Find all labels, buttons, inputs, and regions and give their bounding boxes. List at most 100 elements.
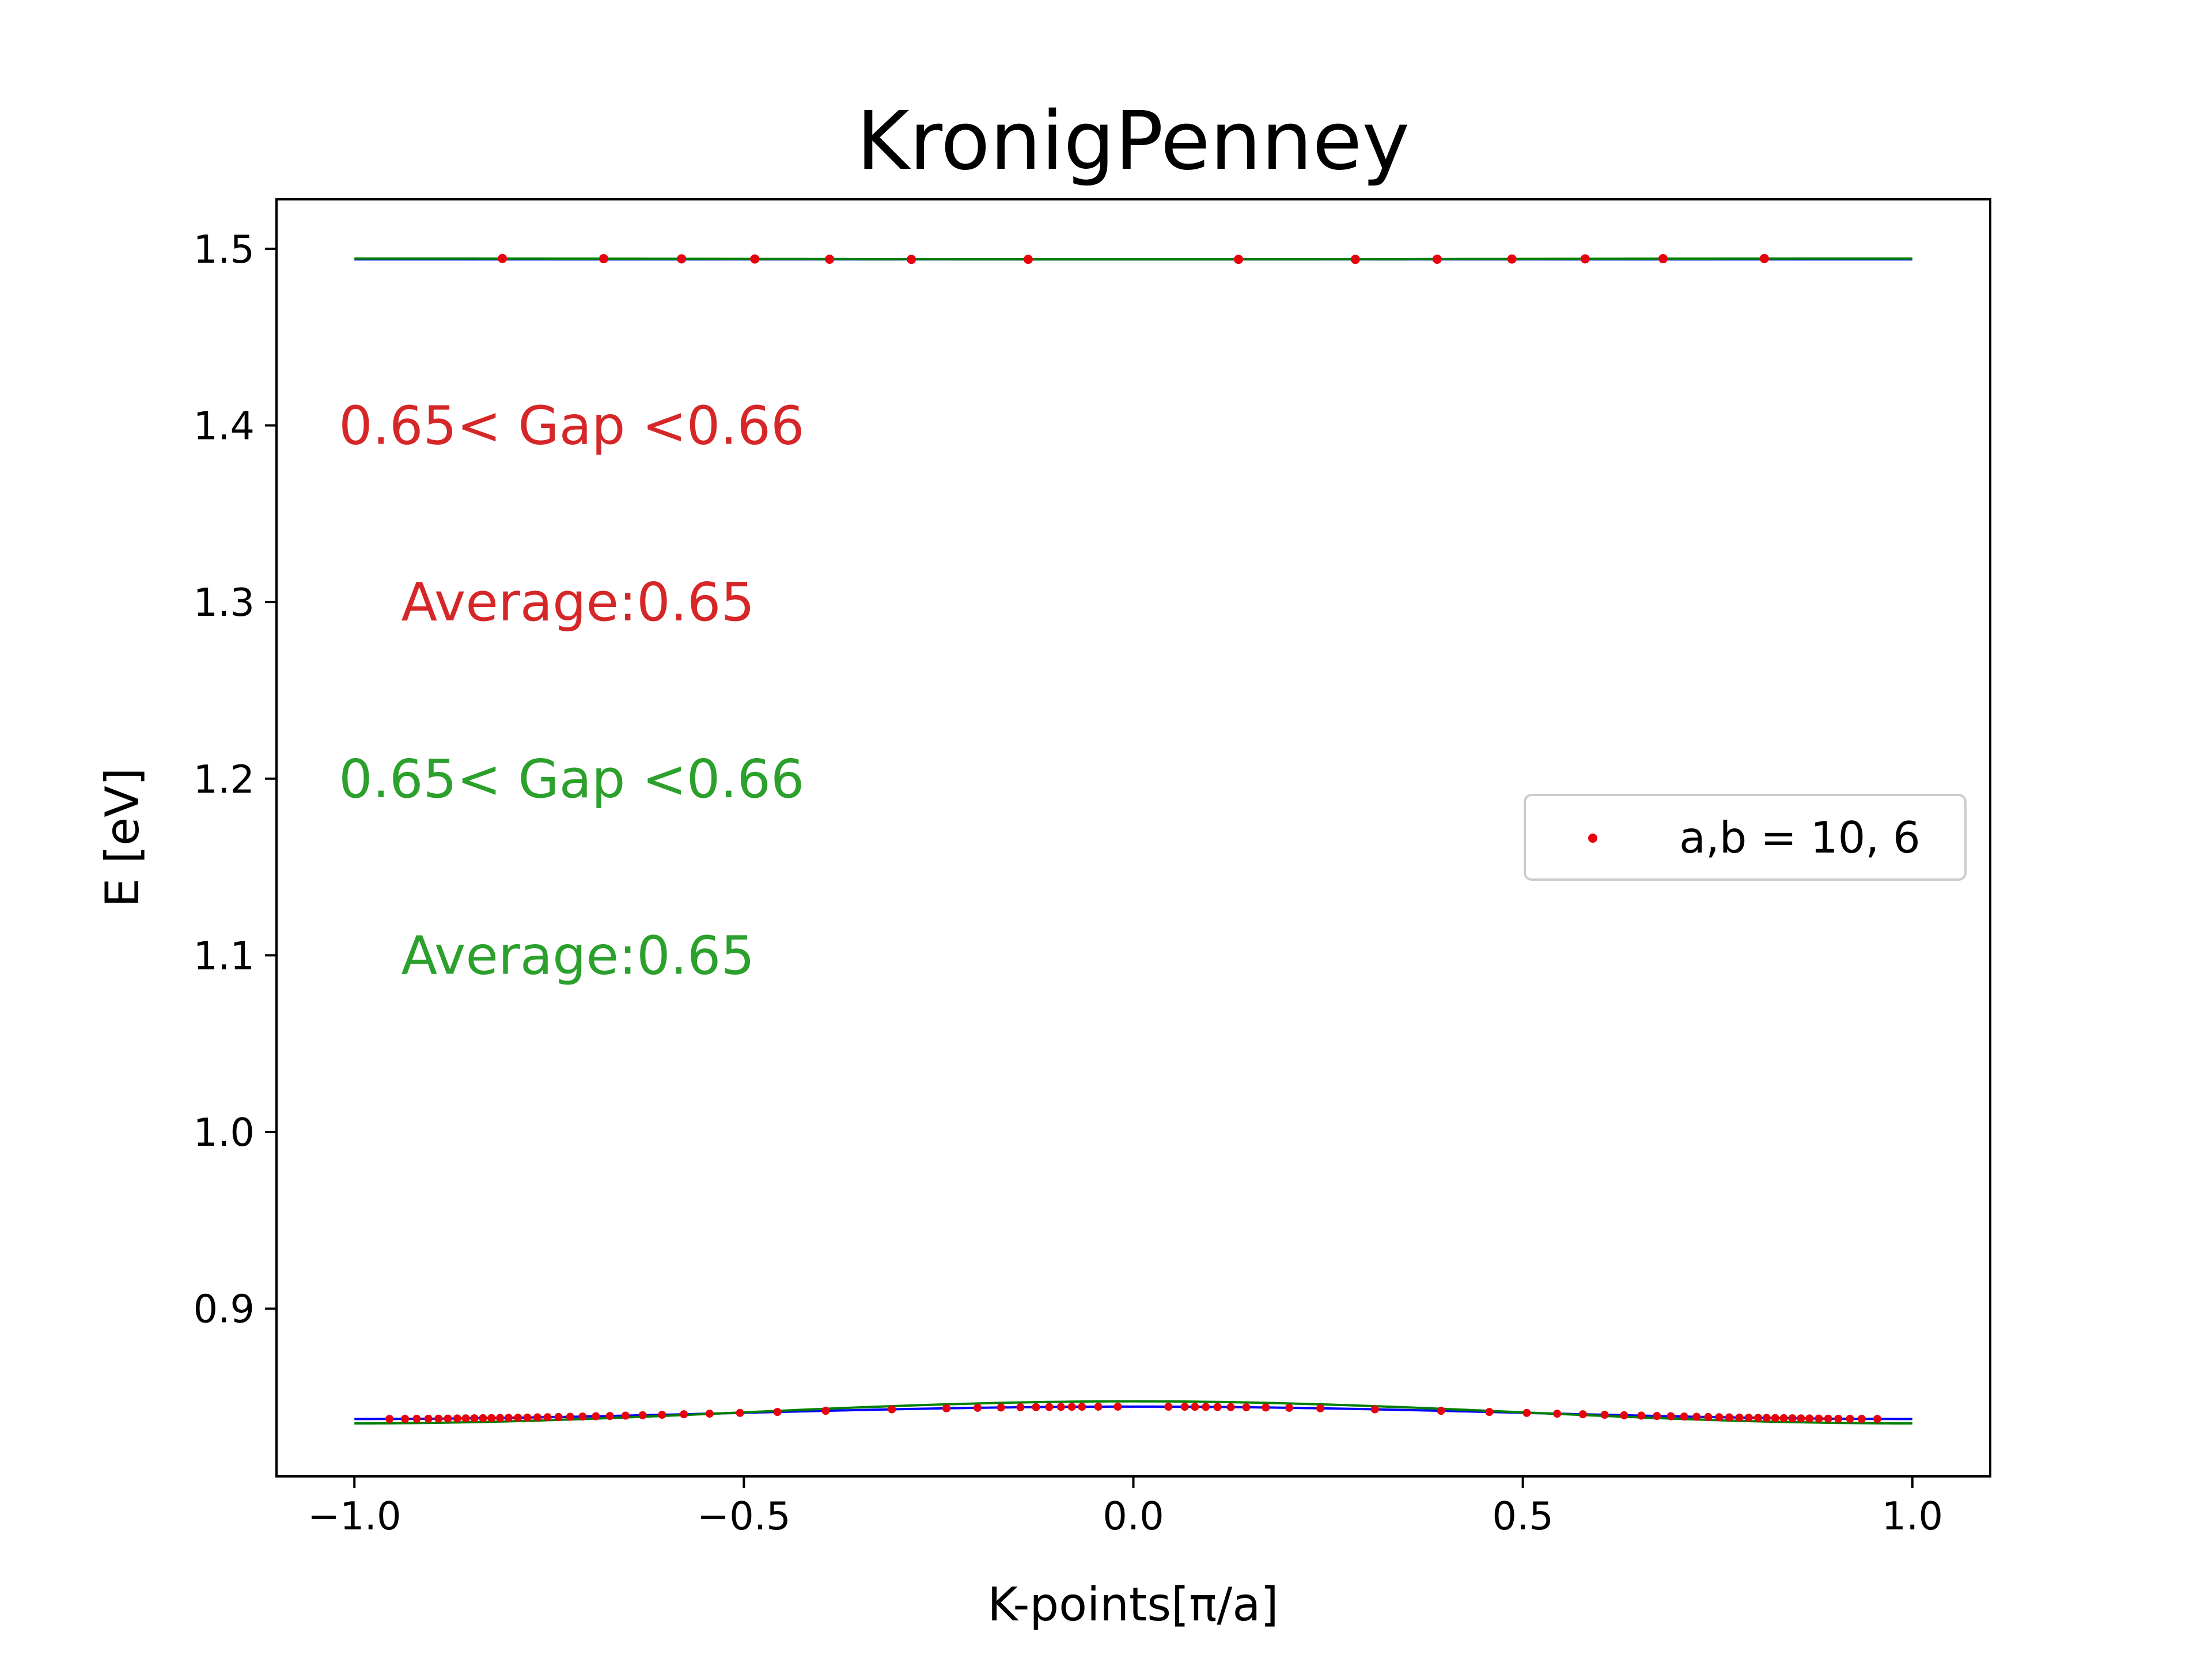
lower-band-point [1834,1414,1843,1423]
lower-band-point [1485,1408,1494,1416]
y-tick-label: 1.5 [193,227,255,272]
lower-band-point [401,1415,410,1423]
lower-band-point [479,1414,487,1422]
x-tick-label: −0.5 [697,1494,791,1539]
x-tick-label: −1.0 [308,1494,402,1539]
lower-band-point [1164,1402,1173,1411]
lower-band-point [888,1405,896,1414]
lower-band-point [1285,1403,1293,1412]
upper-band-point [599,254,608,264]
lower-band-point [1824,1414,1832,1423]
lower-band-point [1180,1403,1189,1411]
lower-band-point [1754,1414,1763,1422]
lower-band-point [658,1411,666,1419]
lower-band-point [1600,1411,1609,1419]
upper-band-point [498,253,507,263]
legend-marker [1588,834,1597,843]
lower-band-point [1725,1413,1733,1422]
lower-band-point [997,1403,1005,1412]
annotation-green: Average:0.65 [401,925,755,986]
lower-band-point [1704,1412,1713,1421]
lower-band-point [942,1404,950,1412]
upper-band-point [1658,254,1668,264]
upper-band-point [1350,255,1360,264]
points-layer [385,253,1881,1423]
green-upper-band-line [354,257,1912,261]
legend-label: a,b = 10, 6 [1679,812,1921,863]
lower-band-point [578,1412,587,1421]
lower-band-point [1762,1414,1771,1422]
upper-band-point [1234,255,1244,264]
x-tick-label: 0.0 [1103,1494,1164,1539]
lower-band-point [434,1414,443,1423]
x-axis: −1.0 −0.5 0.0 0.5 1.0 [308,1476,1943,1539]
lower-band-point [1788,1414,1797,1423]
lower-band-point [444,1414,452,1423]
green-lower-band-line [354,1400,1912,1425]
lower-band-point [453,1414,461,1423]
lower-band-point [1815,1414,1823,1423]
lower-band-point [1078,1403,1086,1411]
lower-band-point [1873,1415,1881,1423]
lower-band-point [1202,1403,1210,1411]
upper-band-point [1023,255,1033,264]
lower-band-point [1578,1410,1587,1419]
upper-band-point [1759,253,1769,263]
lower-band-point [487,1414,496,1422]
lower-band-point [1653,1412,1661,1421]
upper-band-point [825,254,835,264]
lower-band-point [1242,1403,1251,1411]
lower-band-point [1370,1405,1379,1414]
legend: a,b = 10, 6 [1524,794,1967,881]
lower-band-point [1637,1411,1646,1420]
lower-band-point [638,1411,647,1419]
lower-band-point [1666,1412,1675,1421]
lower-band-point [1857,1415,1866,1423]
lower-band-point [1744,1414,1753,1422]
lower-band-point [974,1403,982,1412]
lower-band-point [461,1414,470,1423]
lower-band-point [523,1413,532,1422]
annotations: 0.65< Gap <0.66 Average:0.65 0.65< Gap <0.… [339,395,804,986]
lower-band-point [1067,1403,1076,1411]
annotation-red: 0.65< Gap <0.66 [339,395,804,456]
lower-band-point [385,1415,394,1423]
lines-layer [354,257,1912,1425]
y-axis-label: E [eV] [96,768,149,907]
lower-band-point [1094,1402,1103,1411]
legend-box [1524,794,1967,881]
lower-band-point [1692,1412,1701,1421]
y-axis: 0.9 1.0 1.1 1.2 1.3 1.4 1.5 [193,227,276,1332]
chart-title: KronigPenney [857,94,1410,188]
lower-band-point [1779,1414,1788,1422]
lower-band-point [1805,1414,1814,1423]
lower-band-point [1715,1413,1724,1422]
y-tick-label: 1.4 [193,403,255,448]
lower-band-point [504,1414,513,1422]
upper-band-point [750,254,760,264]
lower-band-point [1113,1402,1122,1411]
lower-band-point [705,1410,714,1418]
y-tick-label: 1.2 [193,757,255,802]
blue-lower-band-line [354,1405,1912,1421]
lower-band-point [424,1414,433,1423]
upper-band-point [1507,254,1517,264]
lower-band-point [736,1408,744,1417]
x-axis-label: K-points[π/a] [987,1578,1278,1631]
upper-band-point [677,254,687,264]
lower-band-point [470,1414,479,1423]
lower-band-point [1797,1414,1805,1423]
lower-band-point [533,1413,542,1422]
lower-band-point [1620,1411,1628,1419]
lower-band-point [680,1410,688,1419]
lower-band-point [1846,1415,1854,1423]
y-tick-label: 1.3 [193,580,255,625]
lower-band-point [592,1412,600,1421]
lower-band-point [1226,1403,1235,1411]
lower-band-point [621,1411,630,1420]
lower-band-point [554,1412,563,1421]
lower-band-point [1316,1404,1325,1412]
lower-band-point [1771,1414,1779,1422]
lower-band-point [1056,1403,1065,1411]
